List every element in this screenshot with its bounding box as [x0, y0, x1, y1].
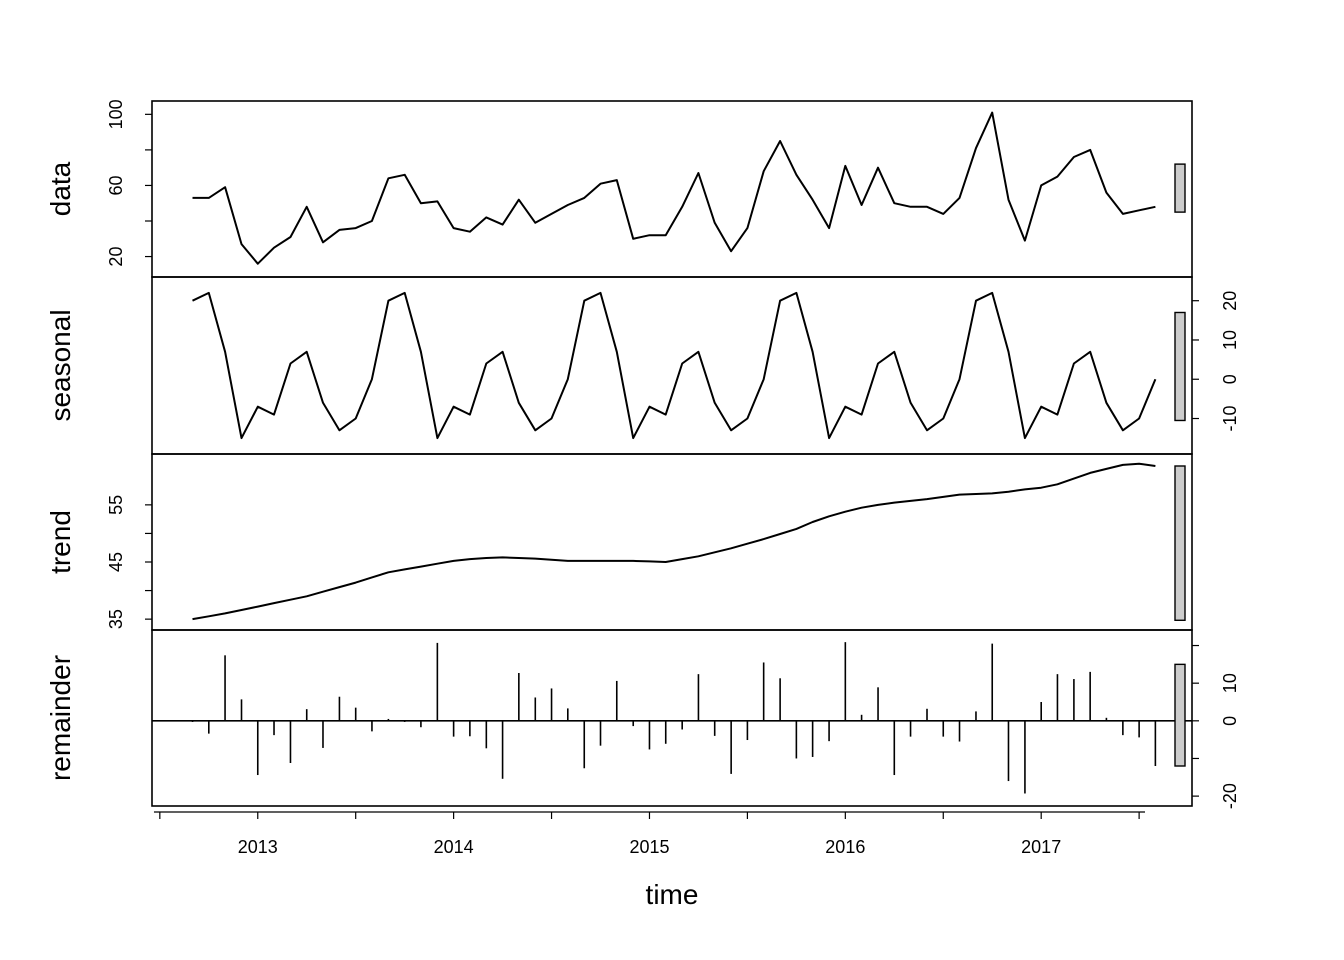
data-y-tick-label: 60 [106, 175, 126, 195]
trend-panel-frame [151, 453, 1193, 631]
remainder-panel-label: remainder [45, 655, 76, 781]
panel-seasonal: -10 0 10 20 seasonal [45, 276, 1240, 455]
data-series-line [192, 111, 1156, 265]
remainder-y-tick-label: 10 [1220, 673, 1240, 693]
remainder-panel-frame [151, 629, 1193, 807]
seasonal-y-tick-label: 10 [1220, 330, 1240, 350]
panel-remainder: -20 0 10 remainder [45, 629, 1240, 809]
data-panel-label: data [45, 161, 76, 216]
x-tick-label: 2015 [629, 837, 669, 857]
seasonal-panel-label: seasonal [45, 309, 76, 421]
x-tick-label: 2017 [1021, 837, 1061, 857]
seasonal-series-line [192, 291, 1157, 440]
trend-y-tick-label: 45 [106, 552, 126, 572]
seasonal-y-tick-label: -10 [1220, 406, 1240, 432]
panels: 2060100data-1001020seasonal354555trend-2… [45, 99, 1240, 809]
remainder-range-bar [1174, 663, 1186, 767]
x-tick-label: 2014 [434, 837, 474, 857]
seasonal-panel-frame [151, 276, 1193, 455]
seasonal-y-tick-label: 20 [1220, 291, 1240, 311]
data-y-tick-label: 100 [106, 99, 126, 129]
remainder-y-tick-label: 0 [1220, 716, 1240, 726]
trend-panel-label: trend [45, 510, 76, 574]
trend-range-bar [1174, 465, 1186, 621]
trend-y-tick-label: 55 [106, 495, 126, 515]
data-range-bar [1174, 163, 1186, 213]
data-panel-frame [151, 100, 1193, 278]
seasonal-y-tick-label: 0 [1220, 374, 1240, 384]
trend-y-tick-label: 35 [106, 609, 126, 629]
data-y-tick-label: 20 [106, 247, 126, 267]
panel-data: 20 60 100 data [45, 99, 1193, 278]
x-axis-title: time [646, 879, 699, 910]
remainder-y-tick-label: -20 [1220, 783, 1240, 809]
x-tick-label: 2013 [238, 837, 278, 857]
x-axis: 2013 2014 2015 2016 2017 [153, 811, 1145, 857]
x-tick-label: 2016 [825, 837, 865, 857]
seasonal-range-bar [1174, 311, 1186, 422]
panel-trend: 35 45 55 trend [45, 453, 1193, 631]
trend-series-line [192, 462, 1156, 621]
